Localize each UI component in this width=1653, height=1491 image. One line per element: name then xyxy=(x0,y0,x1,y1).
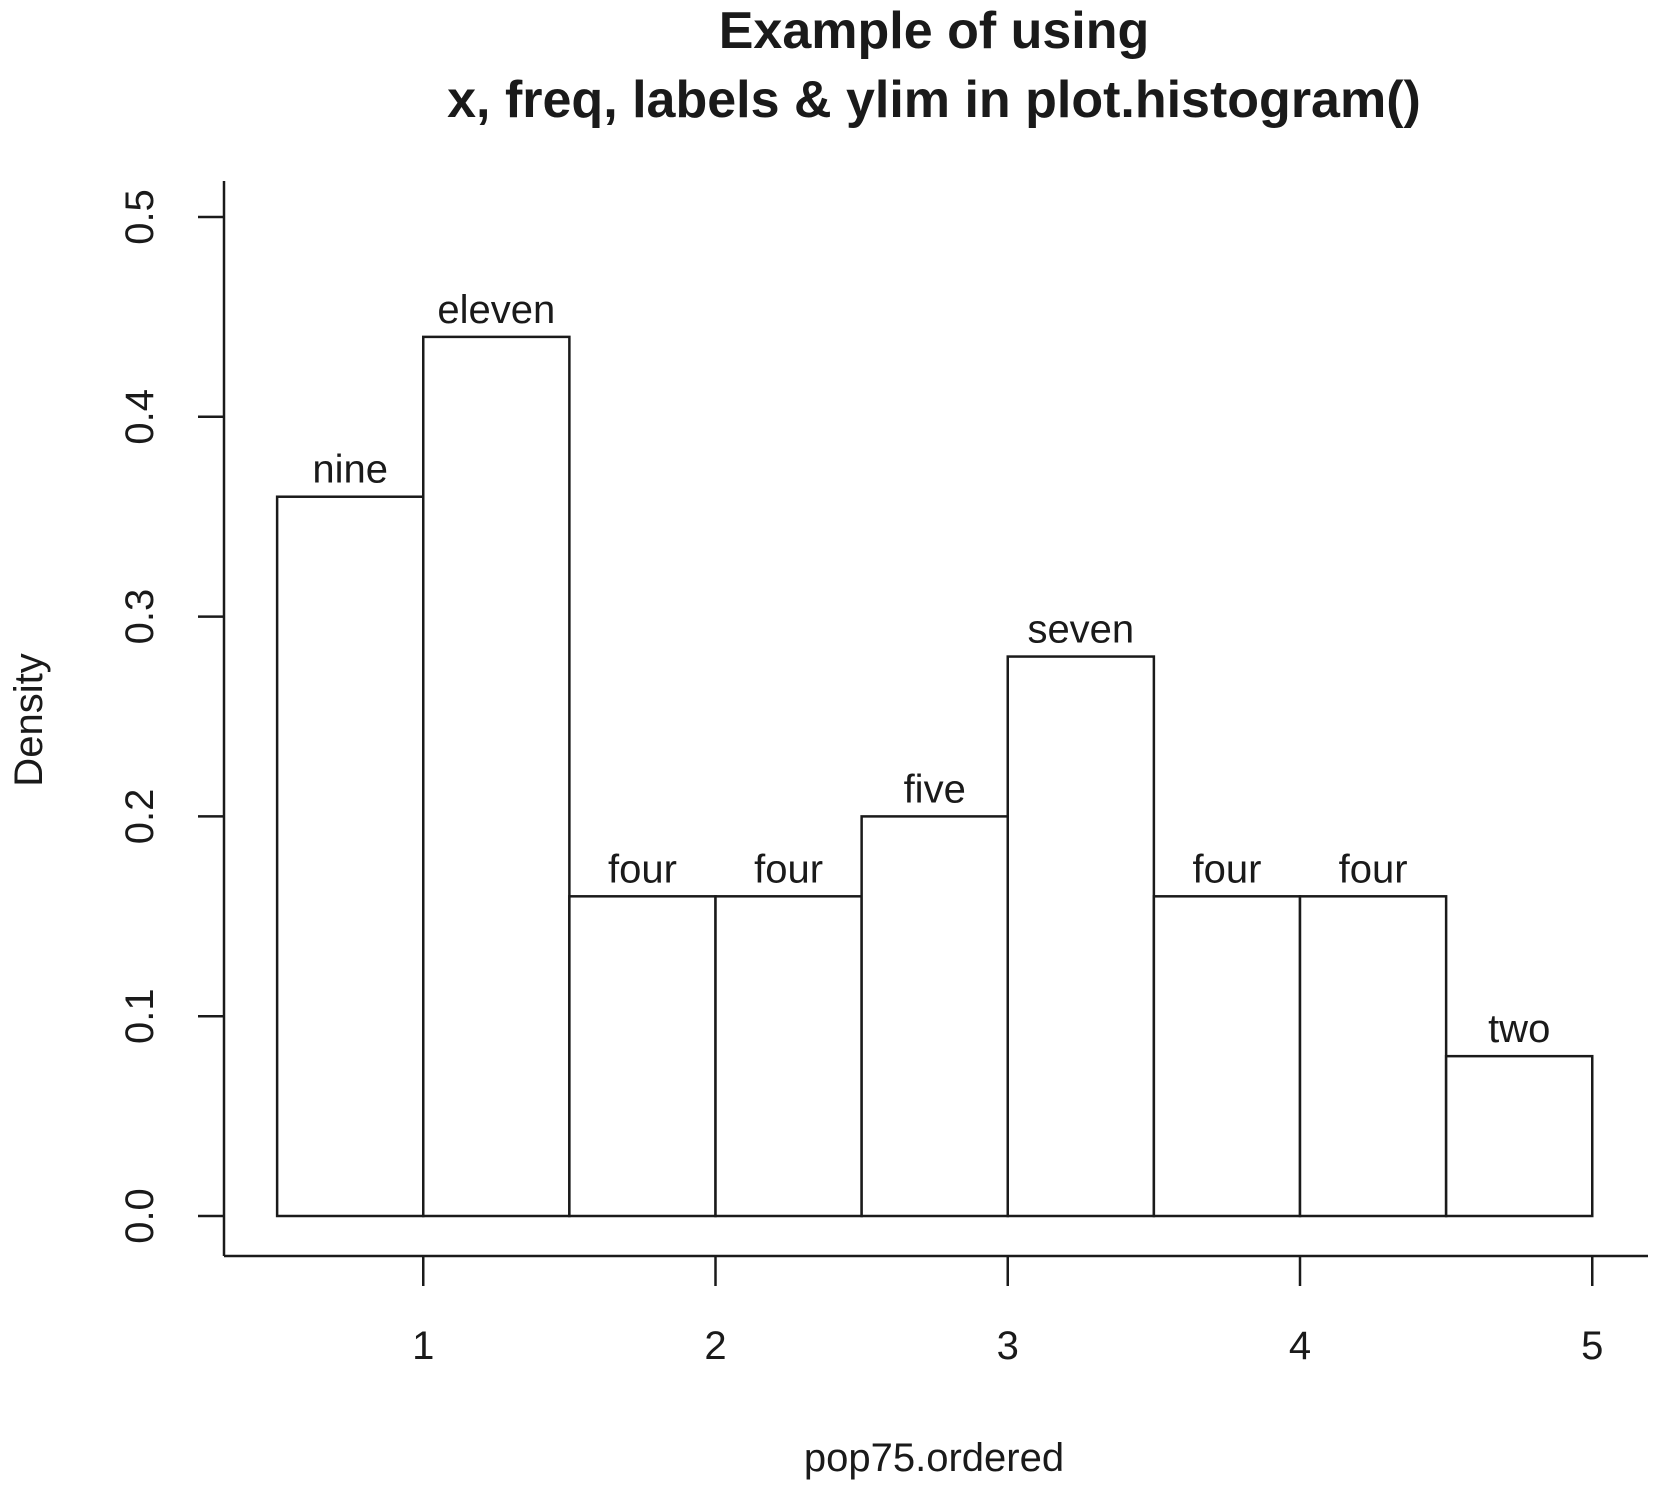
y-tick-label: 0.0 xyxy=(118,1188,162,1244)
x-tick-label: 3 xyxy=(997,1324,1019,1368)
chart-title-line-1: Example of using xyxy=(719,2,1150,60)
histogram-bar xyxy=(1006,655,1156,1218)
histogram-bar xyxy=(422,335,571,1218)
histogram-bar xyxy=(568,895,717,1218)
bar-count-label: seven xyxy=(1027,608,1134,652)
bar-labels-layer: nine eleven four four five seven four four two xyxy=(312,288,1550,1051)
x-tick-label: 2 xyxy=(704,1324,726,1368)
histogram-bar xyxy=(1298,895,1448,1218)
bars-layer xyxy=(275,335,1594,1218)
bar-count-label: eleven xyxy=(437,288,555,332)
bar-count-label: nine xyxy=(312,448,388,492)
y-tick-label: 0.2 xyxy=(118,789,162,845)
x-ticks-layer: 1 2 3 4 5 xyxy=(412,1256,1603,1368)
bar-count-label: five xyxy=(904,767,966,811)
bar-count-label: four xyxy=(608,847,677,891)
y-ticks-layer: 0.0 0.1 0.2 0.3 0.4 0.5 xyxy=(118,189,224,1244)
histogram-bar xyxy=(860,815,1009,1218)
histogram-bar xyxy=(275,495,425,1218)
y-tick-label: 0.1 xyxy=(118,988,162,1044)
x-tick-label: 5 xyxy=(1581,1324,1603,1368)
axes-layer xyxy=(222,181,1648,1258)
y-axis-label: Density xyxy=(7,653,51,786)
histogram-bar xyxy=(714,895,863,1218)
histogram-bar xyxy=(1444,1054,1594,1218)
y-tick-label: 0.4 xyxy=(118,389,162,445)
x-tick-label: 1 xyxy=(412,1324,434,1368)
histogram-bar xyxy=(1152,895,1302,1218)
x-axis-label: pop75.ordered xyxy=(804,1436,1064,1480)
bar-count-label: two xyxy=(1488,1007,1550,1051)
bar-count-label: four xyxy=(754,847,823,891)
y-tick-label: 0.3 xyxy=(118,589,162,645)
y-tick-label: 0.5 xyxy=(118,189,162,245)
bar-count-label: four xyxy=(1192,847,1261,891)
bar-count-label: four xyxy=(1339,847,1408,891)
x-tick-label: 4 xyxy=(1289,1324,1311,1368)
chart-title-line-2: x, freq, labels & ylim in plot.histogram… xyxy=(447,71,1421,129)
